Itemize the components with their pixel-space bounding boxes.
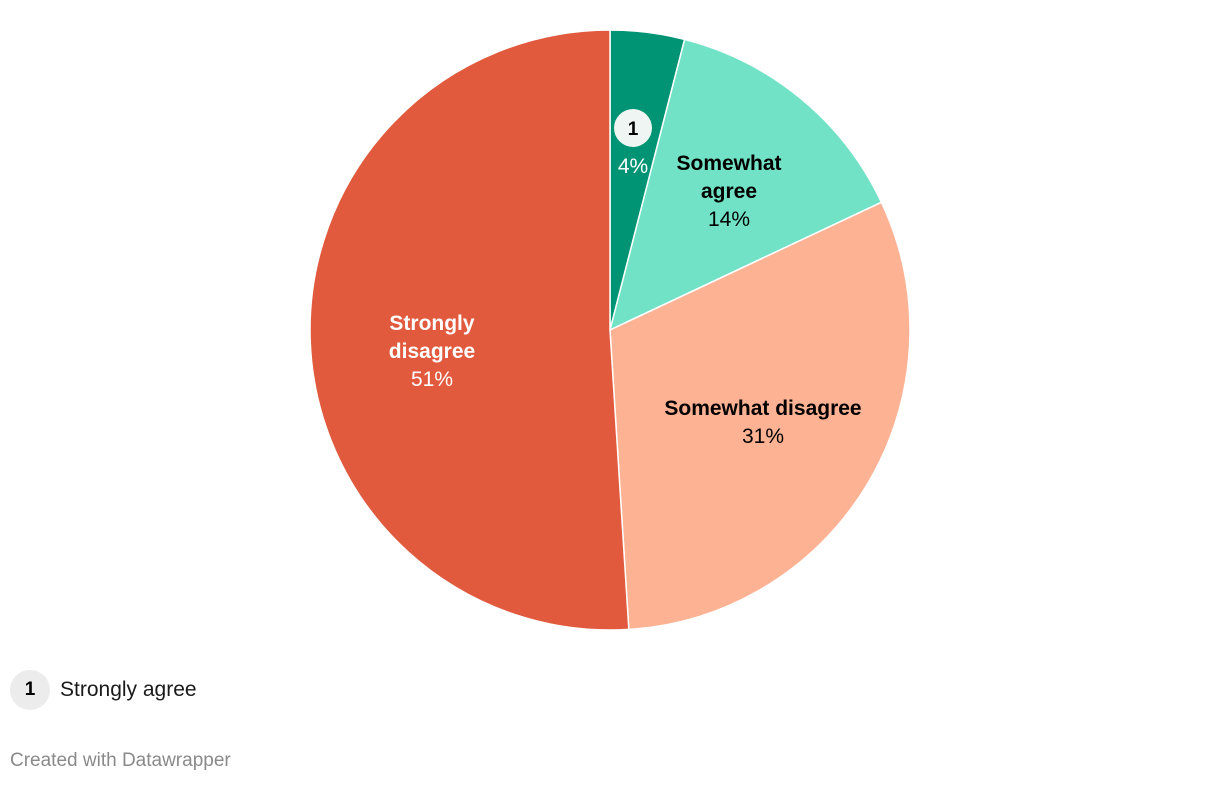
legend-label: Strongly agree xyxy=(60,678,197,701)
slice-name-label: Somewhat xyxy=(676,152,781,175)
pie-slice-strongly-disagree xyxy=(309,29,630,631)
slice-badge xyxy=(614,109,652,147)
slice-name-label: disagree xyxy=(389,340,475,363)
pie-slice-somewhat-agree xyxy=(608,38,883,332)
legend: 1 Strongly agree xyxy=(10,670,197,710)
slice-value-label: 4% xyxy=(618,155,648,178)
slice-value-label: 31% xyxy=(742,425,784,448)
pie-slice-somewhat-disagree xyxy=(609,201,911,631)
slice-value-label: 51% xyxy=(411,368,453,391)
slice-name-label: Somewhat disagree xyxy=(664,397,861,420)
slice-badge-number: 1 xyxy=(628,119,639,140)
credit-footer: Created with Datawrapper xyxy=(10,750,231,771)
slice-name-label: Strongly xyxy=(389,312,474,335)
slice-value-label: 14% xyxy=(708,208,750,231)
slice-name-label: agree xyxy=(701,180,757,203)
legend-badge: 1 xyxy=(10,670,50,710)
